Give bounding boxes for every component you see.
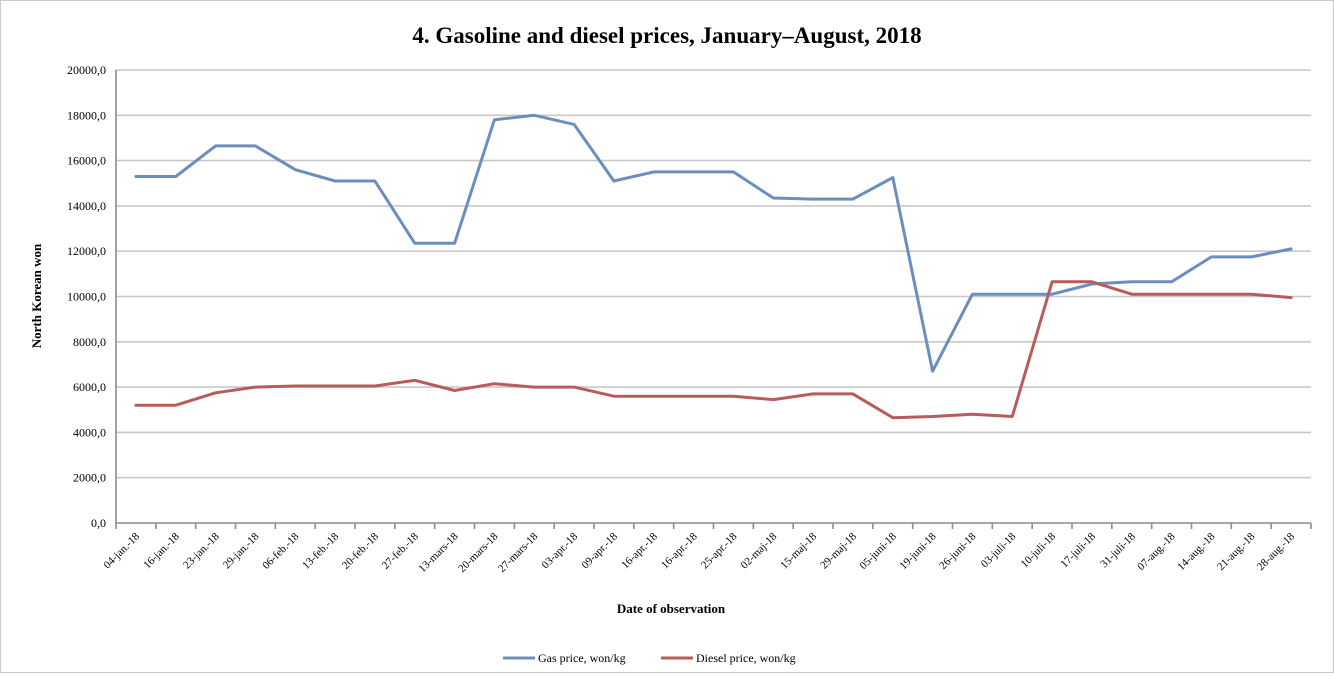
series-lines	[134, 113, 1293, 420]
x-tick-label: 16-apr.-18	[619, 530, 660, 571]
gridlines	[115, 69, 1311, 524]
x-tick-label: 25-apr.-18	[699, 530, 740, 571]
x-tick-label: 07-aug.-18	[1135, 530, 1178, 573]
y-axis-label: North Korean won	[29, 243, 44, 348]
y-tick-label: 0,0	[91, 516, 106, 530]
y-axis-ticks: 0,0 2000,0 4000,0 6000,0 8000,0 10000,0 12000,…	[67, 63, 106, 530]
y-tick-label: 8000,0	[73, 335, 106, 349]
x-tick-label: 04-jan.-18	[101, 530, 142, 571]
x-axis-label: Date of observation	[617, 601, 726, 616]
x-tick-label: 03-juli-18	[979, 530, 1019, 570]
x-axis-ticks: 04-jan.-18 16-jan.-18 23-jan.-18 29-jan.-18…	[101, 523, 1312, 575]
x-tick-label: 31-juli-18	[1098, 530, 1138, 570]
x-tick-label: 29-jan.-18	[221, 530, 262, 571]
x-tick-label: 20-mars-18	[456, 530, 501, 575]
x-tick-label: 20-feb.-18	[340, 530, 381, 571]
x-tick-label: 27-mars-18	[496, 530, 541, 575]
diesel-price-series-line	[134, 280, 1293, 420]
x-tick-label: 17-juli-18	[1058, 530, 1098, 570]
y-tick-label: 16000,0	[67, 154, 106, 168]
x-tick-label: 10-juli-18	[1019, 530, 1059, 570]
y-tick-label: 10000,0	[67, 290, 106, 304]
x-tick-label: 09-apr.-18	[579, 530, 620, 571]
x-tick-label: 21-aug.-18	[1215, 530, 1258, 573]
y-tick-label: 18000,0	[67, 108, 106, 122]
y-tick-label: 2000,0	[73, 471, 106, 485]
x-tick-label: 05-juni-18	[858, 530, 900, 572]
legend: Gas price, won/kg Diesel price, won/kg	[503, 651, 796, 665]
x-tick-label: 13-feb.-18	[300, 530, 341, 571]
x-tick-label: 16-jan.-18	[141, 530, 182, 571]
y-tick-label: 4000,0	[73, 425, 106, 439]
y-tick-label: 6000,0	[73, 380, 106, 394]
y-tick-label: 12000,0	[67, 244, 106, 258]
x-tick-label: 15-maj-18	[778, 530, 819, 571]
y-tick-label: 14000,0	[67, 199, 106, 213]
x-tick-label: 27-feb.-18	[380, 530, 421, 571]
x-tick-label: 19-juni-18	[897, 530, 939, 572]
x-tick-label: 16-apr.-18	[659, 530, 700, 571]
x-tick-label: 03-apr.-18	[540, 530, 581, 571]
x-tick-label: 13-mars-18	[416, 530, 461, 575]
x-tick-label: 02-maj-18	[738, 530, 779, 571]
x-tick-label: 26-juni-18	[937, 530, 979, 572]
x-tick-label: 14-aug.-18	[1175, 530, 1218, 573]
x-tick-label: 29-maj-18	[818, 530, 859, 571]
y-tick-label: 20000,0	[67, 63, 106, 77]
x-tick-label: 23-jan.-18	[181, 530, 222, 571]
x-tick-label: 28-aug.-18	[1255, 530, 1298, 573]
x-tick-label: 06-feb.-18	[260, 530, 301, 571]
chart-title: 4. Gasoline and diesel prices, January–A…	[412, 23, 921, 48]
legend-label: Gas price, won/kg	[538, 651, 626, 665]
gas-price-series-line	[134, 113, 1293, 373]
legend-label: Diesel price, won/kg	[696, 651, 796, 665]
